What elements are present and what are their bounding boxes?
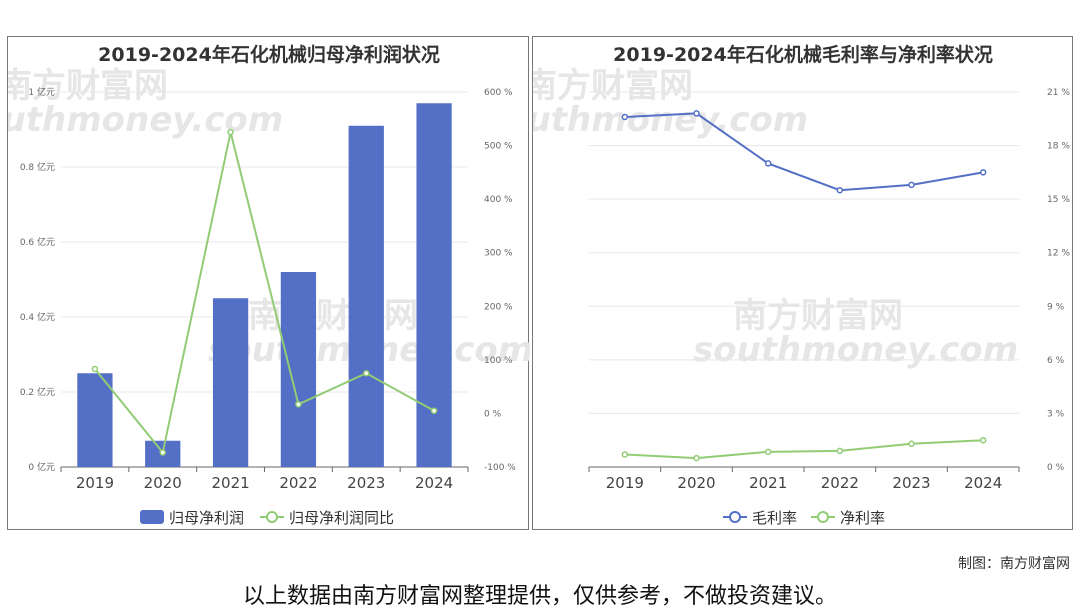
point-net-margin-2022 (836, 447, 844, 455)
point-yoy-2022 (295, 401, 302, 408)
point-gross-margin-2022 (836, 186, 844, 194)
point-net-margin-2020 (693, 454, 700, 462)
y-right-tick: 500 % (484, 142, 513, 152)
point-gross-margin-2020 (693, 110, 700, 117)
y-right-tick: 300 % (484, 249, 513, 259)
y-left-tick: 0.6 亿元 (20, 236, 55, 248)
x-tick: 2022 (279, 474, 317, 492)
point-yoy-2021 (227, 128, 234, 136)
point-gross-margin-2024 (979, 169, 987, 176)
legend-label-1: 净利率 (840, 509, 885, 527)
legend-line-label: 归母净利润同比 (289, 509, 394, 527)
x-tick: 2019 (76, 474, 114, 492)
line-gross-margin (624, 112, 984, 192)
y-left-tick: 0.8 亿元 (20, 161, 55, 173)
y-right-tick: 600 % (484, 88, 513, 98)
watermark-en: southmoney.com (8, 100, 283, 140)
bar-net-profit-2024 (416, 103, 452, 467)
x-tick: 2020 (677, 474, 715, 492)
legend-swatch-1 (817, 511, 829, 523)
x-tick: 2021 (211, 474, 249, 492)
point-net-margin-2021 (764, 448, 772, 456)
y-right-tick: 0 % (1047, 463, 1065, 473)
point-net-margin-2023 (908, 440, 915, 448)
x-tick: 2023 (347, 474, 385, 492)
y-right-tick: 18 % (1047, 142, 1070, 152)
bar-net-profit-2019 (77, 373, 113, 467)
chart-credit: 制图：南方财富网 (958, 556, 1070, 572)
legend-right: 毛利率 净利率 (723, 509, 885, 527)
legend-label-0: 毛利率 (752, 509, 797, 527)
y-left-tick: 1 亿元 (28, 86, 55, 98)
y-right-tick: 200 % (484, 302, 513, 312)
x-tick: 2024 (415, 474, 453, 492)
x-tick: 2021 (749, 474, 787, 492)
x-tick: 2024 (964, 474, 1002, 492)
y-right-tick: 6 % (1047, 356, 1065, 366)
legend-bar-swatch (140, 510, 164, 524)
y-right-tick: 21 % (1047, 88, 1070, 98)
legend-swatch-0 (729, 511, 741, 523)
y-right-tick: 0 % (484, 409, 502, 419)
legend-bar-label: 归母净利润 (169, 509, 244, 527)
point-net-margin-2019 (621, 451, 629, 458)
line-net-margin (624, 439, 984, 460)
y-left-tick: 0 亿元 (28, 461, 55, 473)
y-right-tick: 9 % (1047, 302, 1065, 312)
point-net-margin-2024 (979, 436, 987, 444)
disclaimer-note: 以上数据由南方财富网整理提供，仅供参考，不做投资建议。 (242, 584, 837, 609)
bar-net-profit-2021 (212, 298, 249, 467)
point-yoy-2019 (91, 365, 99, 373)
bar-net-profit-2023 (348, 125, 384, 467)
y-left-tick: 0.2 亿元 (20, 386, 55, 398)
y-right-tick: -100 % (484, 463, 516, 473)
x-tick: 2020 (144, 474, 182, 492)
legend-left: 归母净利润 归母净利润同比 (140, 509, 394, 527)
point-yoy-2024 (430, 407, 438, 414)
chart-title-left: 2019-2024年石化机械归母净利润状况 (98, 43, 440, 66)
y-right-tick: 400 % (484, 195, 513, 205)
legend-line-swatch (266, 511, 278, 523)
x-tick: 2022 (821, 474, 859, 492)
point-gross-margin-2021 (764, 160, 772, 167)
watermark-cn: 南方财富网 (733, 296, 903, 336)
y-right-tick: 3 % (1047, 409, 1065, 419)
y-right-tick: 15 % (1047, 195, 1070, 205)
point-gross-margin-2023 (908, 181, 915, 189)
y-right-tick: 100 % (484, 356, 513, 366)
bar-net-profit-2022 (280, 272, 317, 467)
y-left-tick: 0.4 亿元 (20, 311, 55, 323)
watermark-en: southmoney.com (533, 100, 808, 140)
watermark-en: southmoney.com (693, 330, 1018, 370)
watermark-cn: 南方财富网 (533, 66, 693, 106)
watermark-cn: 南方财富网 (8, 66, 168, 106)
x-tick: 2023 (892, 474, 930, 492)
point-gross-margin-2019 (621, 113, 629, 121)
x-tick: 2019 (606, 474, 644, 492)
y-right-tick: 12 % (1047, 249, 1070, 259)
point-yoy-2020 (159, 449, 166, 456)
line-yoy (94, 131, 435, 455)
chart-title-right: 2019-2024年石化机械毛利率与净利率状况 (613, 43, 993, 66)
point-yoy-2023 (363, 370, 370, 377)
